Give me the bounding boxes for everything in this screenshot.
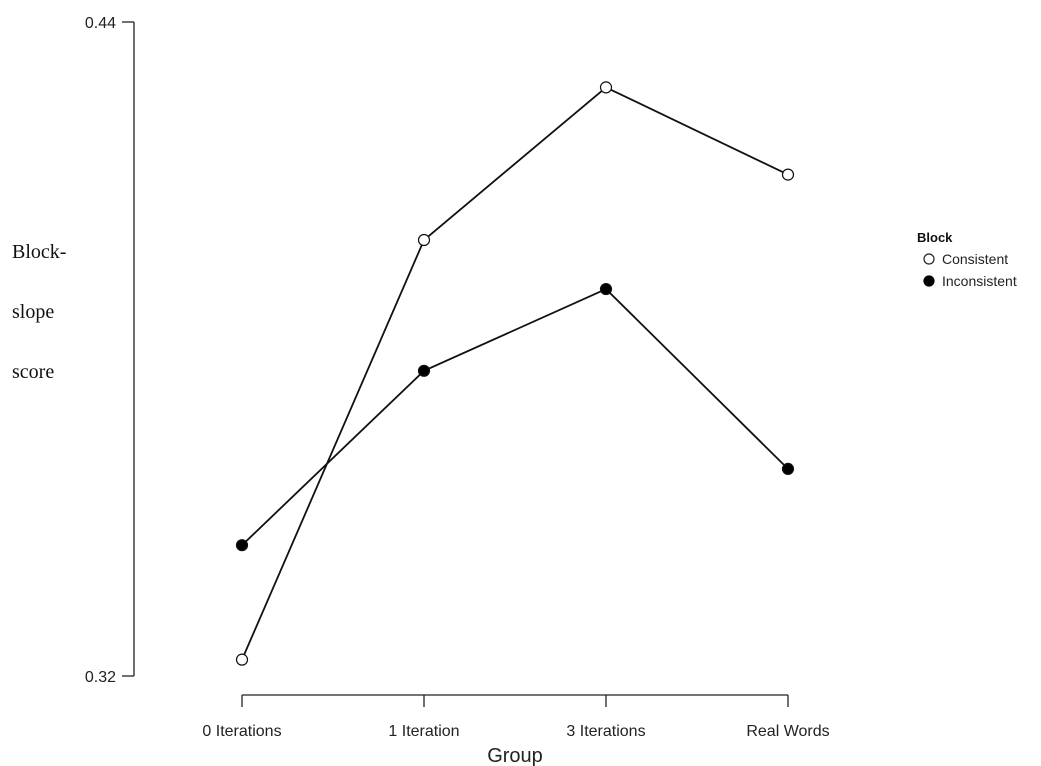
legend-marker-inconsistent: [923, 275, 935, 287]
y-axis-label-line-3: score: [12, 361, 54, 383]
legend-title: Block: [917, 230, 953, 245]
y-axis-label-line-1: Block-: [12, 241, 66, 263]
series-line-consistent: [241, 86, 789, 661]
point-consistent-1: [417, 233, 431, 247]
x-axis-label: Group: [487, 745, 543, 766]
point-consistent-0: [235, 653, 249, 666]
point-inconsistent-2: [599, 282, 613, 296]
x-tick-label: 0 Iterations: [202, 723, 281, 740]
legend-label-inconsistent: Inconsistent: [942, 273, 1017, 289]
point-consistent-2: [599, 81, 613, 94]
point-inconsistent-0: [235, 539, 249, 552]
x-tick-label: 1 Iteration: [388, 723, 459, 740]
x-tick-label: 3 Iterations: [566, 723, 645, 740]
point-consistent-3: [781, 168, 795, 181]
legend-marker-consistent: [923, 253, 935, 265]
point-inconsistent-1: [417, 364, 431, 377]
y-tick-label-bottom: 0.32: [85, 669, 116, 686]
x-tick-label: Real Words: [746, 723, 829, 740]
point-inconsistent-3: [781, 462, 795, 475]
legend: Block Consistent Inconsistent: [917, 230, 1017, 289]
series-line-inconsistent: [241, 287, 789, 546]
y-tick-label-top: 0.44: [85, 15, 116, 32]
legend-label-consistent: Consistent: [942, 251, 1008, 267]
y-axis-label-line-2: slope: [12, 301, 54, 323]
